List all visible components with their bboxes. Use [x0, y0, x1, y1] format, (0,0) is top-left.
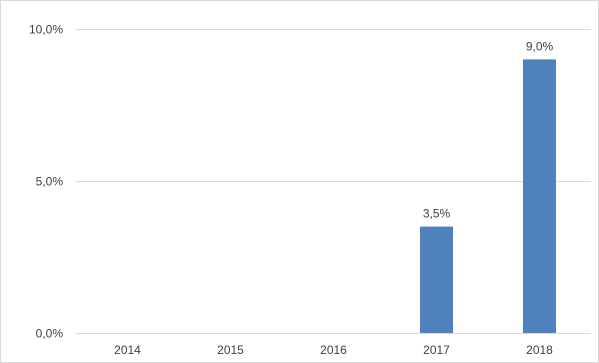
- data-label-2017: 3,5%: [423, 207, 451, 221]
- bar-2017: [420, 226, 453, 333]
- x-tick-label-2018: 2018: [526, 343, 553, 357]
- x-tick-label-2017: 2017: [423, 343, 450, 357]
- x-tick-label-2014: 2014: [114, 343, 141, 357]
- x-tick-label-2015: 2015: [217, 343, 244, 357]
- bar-2018: [523, 59, 556, 334]
- label-layer: 0,0% 5,0% 10,0% 2014 2015 2016 2017 3,5% 2018 9,0…: [29, 23, 554, 358]
- x-tick-label-2016: 2016: [320, 343, 347, 357]
- y-tick-label: 10,0%: [29, 23, 63, 37]
- data-label-2018: 9,0%: [526, 39, 554, 53]
- bar-layer: [420, 59, 556, 334]
- y-tick-label: 5,0%: [36, 175, 64, 189]
- grid-layer: [76, 29, 591, 334]
- y-tick-label: 0,0%: [36, 327, 64, 341]
